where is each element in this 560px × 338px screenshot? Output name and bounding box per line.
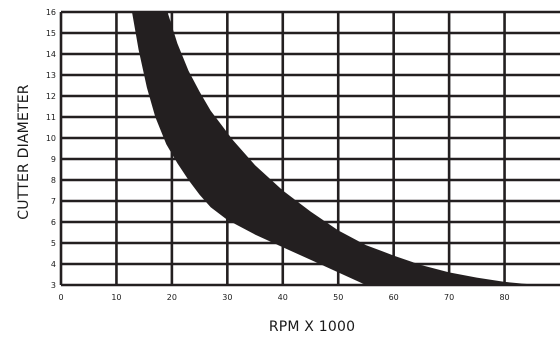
band-layer — [132, 12, 538, 285]
x-tick-label: 60 — [389, 293, 399, 302]
x-tick-label: 10 — [111, 293, 121, 302]
y-tick-label: 7 — [51, 197, 56, 206]
y-tick-label: 12 — [46, 92, 56, 101]
y-tick-label: 10 — [46, 134, 56, 143]
x-tick-label: 20 — [167, 293, 177, 302]
y-tick-label: 16 — [46, 8, 56, 17]
y-tick-label: 8 — [51, 176, 56, 185]
x-tick-label: 80 — [499, 293, 509, 302]
y-tick-label: 6 — [51, 218, 56, 227]
y-tick-label: 4 — [51, 260, 56, 269]
rpm-band — [132, 12, 538, 285]
x-tick-label: 50 — [333, 293, 343, 302]
y-tick-label: 3 — [51, 281, 56, 290]
x-tick-label: 70 — [444, 293, 454, 302]
y-tick-label: 11 — [46, 113, 56, 122]
y-axis-title: CUTTER DIAMETER — [16, 84, 32, 220]
y-tick-label: 14 — [46, 50, 56, 59]
x-tick-label: 0 — [58, 293, 63, 302]
y-tick-label: 5 — [51, 239, 56, 248]
x-tick-label: 40 — [278, 293, 288, 302]
x-tick-label: 30 — [222, 293, 232, 302]
y-tick-label: 9 — [51, 155, 56, 164]
y-tick-label: 13 — [46, 71, 56, 80]
y-tick-labels: 3 4 5 6 7 8 9 10 11 12 13 14 15 16 — [46, 8, 56, 290]
x-axis-title: RPM X 1000 — [269, 319, 355, 335]
y-tick-label: 15 — [46, 29, 56, 38]
x-tick-labels: 0 10 20 30 40 50 60 70 80 — [58, 293, 509, 302]
